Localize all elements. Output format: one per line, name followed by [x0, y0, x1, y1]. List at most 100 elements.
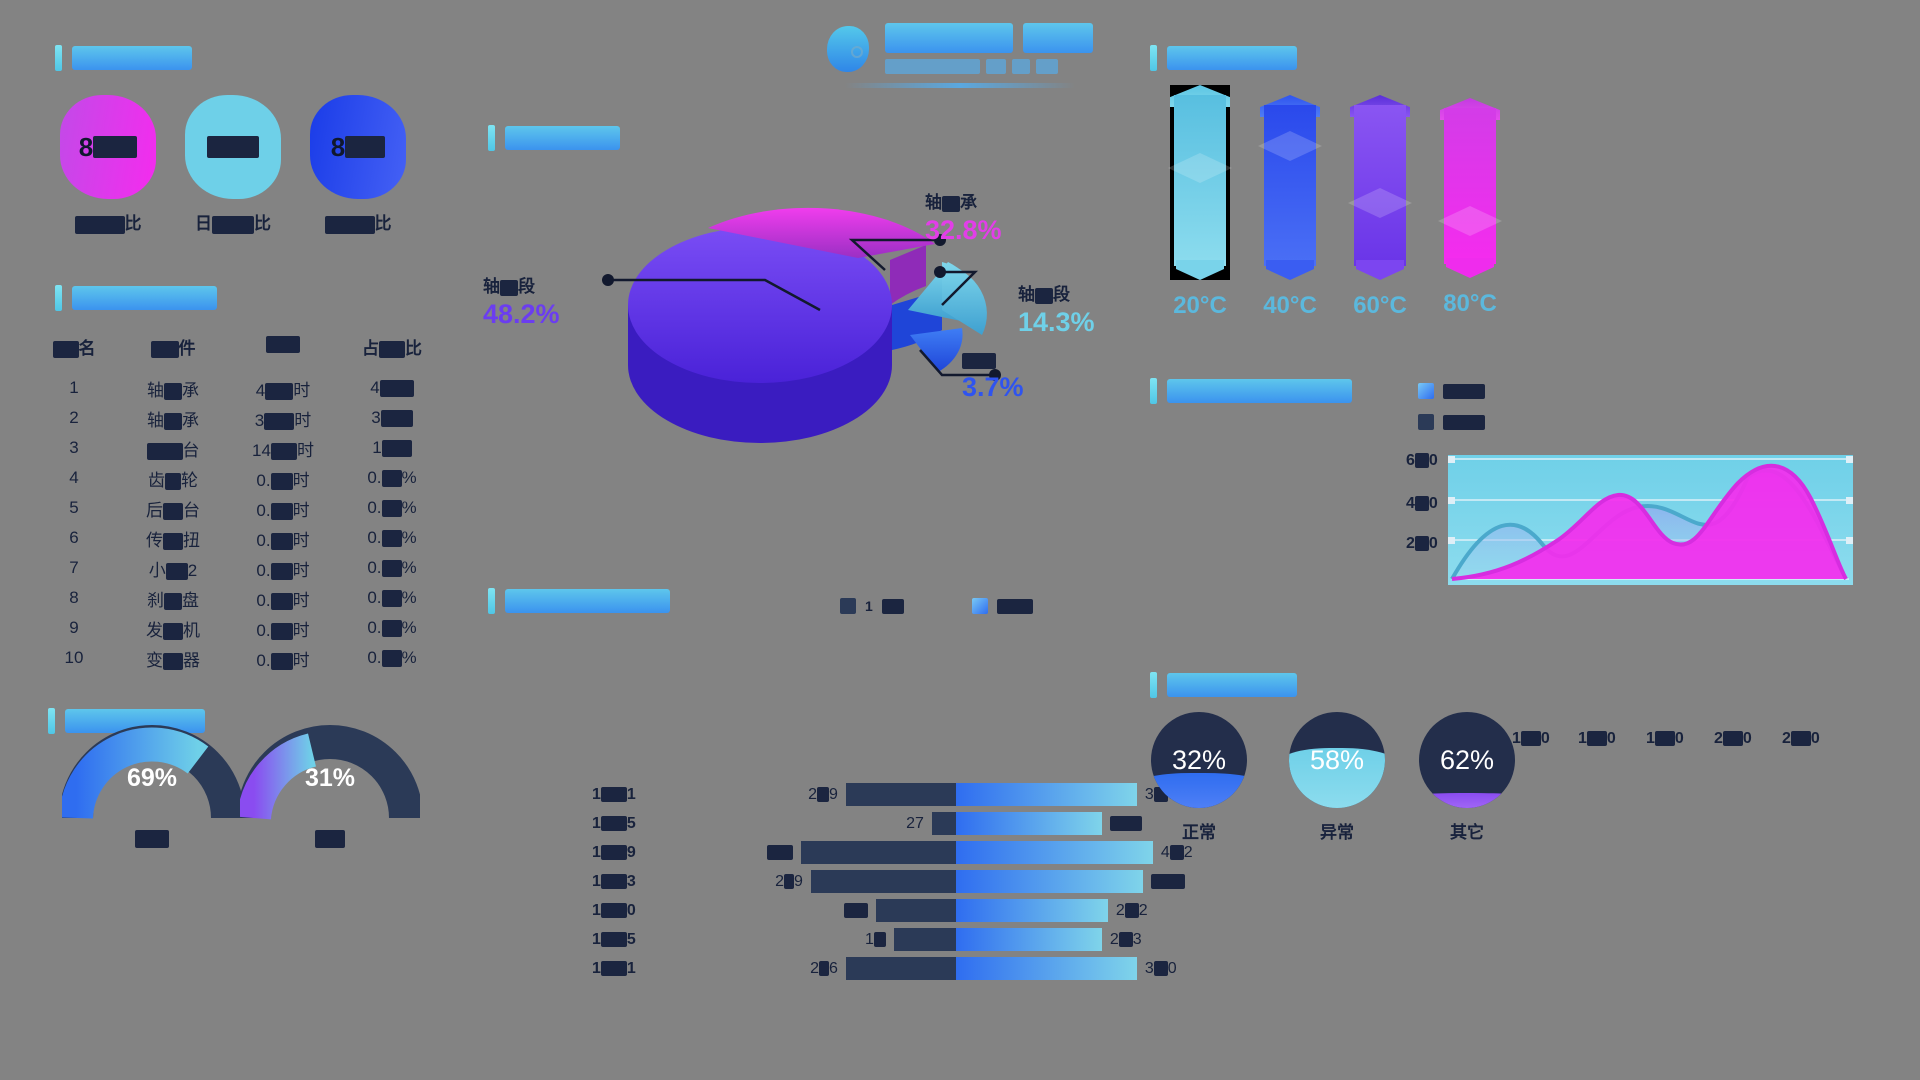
arc-gauge-2[interactable]: 31% [237, 718, 423, 848]
table-cell-ratio: 1 [338, 438, 446, 458]
table-cell-duration: 0. 时 [256, 620, 310, 640]
section-title-trend [1150, 378, 1352, 404]
liquid-circle-3-value: 62% [1439, 744, 1495, 775]
table-cell-rank: 7 [69, 558, 79, 577]
liquid-circle-1-fill [1151, 773, 1247, 808]
temperature-bar-2-label: 40°C [1263, 292, 1317, 319]
table-cell-ratio: 0.% [367, 468, 417, 488]
table-row[interactable]: 4 齿轮 0. 时 0.% [30, 463, 450, 493]
table-cell-part: 变器 [146, 650, 200, 670]
table-row[interactable]: 9 发机 0. 时 0.% [30, 613, 450, 643]
trend-legend-item-2[interactable] [1418, 414, 1485, 430]
table-row[interactable]: 8 刹盘 0. 时 0.% [30, 583, 450, 613]
table-cell-rank: 10 [64, 648, 84, 667]
liquid-circle-3-ball: 62% [1419, 712, 1515, 808]
column-header-duration [228, 334, 338, 359]
pie-label-1: 轴段 48.2% [483, 272, 560, 330]
dashboard-header [0, 22, 1920, 88]
temperature-bar-4[interactable]: 80°C [1435, 98, 1505, 318]
table-row[interactable]: 5 后台 0. 时 0.% [30, 493, 450, 523]
temperature-bar-1[interactable]: 20°C [1165, 85, 1235, 320]
arc-gauge-1-value: 69% [126, 764, 178, 792]
trend-area-chart[interactable] [1448, 455, 1853, 585]
temperature-bar-3[interactable]: 60°C [1345, 95, 1415, 320]
trend-legend-swatch-1 [1418, 383, 1434, 399]
pie-label-3-value: 14.3% [1018, 307, 1095, 337]
pie-label-4-name [962, 350, 1024, 370]
section-title-compare [488, 588, 670, 614]
compare-legend-swatch-2 [972, 598, 988, 614]
kpi-card-2[interactable]: 日比 [185, 95, 281, 234]
tornado-left-bar [845, 783, 956, 806]
section-title-temperature [1150, 45, 1297, 71]
table-cell-duration: 0. 时 [256, 530, 310, 550]
section-accent-bar [55, 45, 62, 71]
compare-legend-label-2 [997, 598, 1033, 614]
compare-legend-item-1[interactable]: 1 [840, 598, 904, 614]
compare-tornado-chart[interactable]: 112930152719421329102215123112630 [592, 780, 1292, 983]
section-ranking-label [72, 286, 217, 310]
table-cell-part: 台 [118, 436, 228, 461]
section-accent-bar [48, 708, 55, 734]
tornado-left-label: 27 [906, 814, 924, 832]
liquid-circle-2[interactable]: 58% 异常 [1262, 712, 1412, 843]
page-title-block-2 [1023, 23, 1093, 53]
table-row[interactable]: 3 台 14 时 1 [25, 433, 450, 463]
table-cell-part: 齿轮 [148, 470, 198, 490]
liquid-circle-1-ball: 32% [1151, 712, 1247, 808]
pie-label-1-name: 轴段 [483, 277, 535, 296]
liquid-circle-3[interactable]: 62% 其它 [1392, 712, 1542, 843]
section-monitor-label [505, 126, 620, 150]
temperature-bar-1-label: 20°C [1173, 292, 1227, 319]
ranking-table: 名 件 占比 1 轴承 4 时 4 2 轴承 3 时 3 3 台 14 时 1 4 齿轮 0. 时 0.% 5 后台 0. 时… [25, 330, 450, 673]
liquid-circle-2-label: 异常 [1320, 823, 1354, 842]
arc-gauge-1[interactable]: 69% [59, 718, 245, 848]
kpi-3-caption: 比 [310, 209, 406, 234]
compare-legend-swatch-1 [840, 598, 856, 614]
tornado-row[interactable]: 1 5 27 [592, 809, 1292, 838]
table-row[interactable]: 7 小 2 0. 时 0.% [30, 553, 450, 583]
kpi-card-1[interactable]: 8 比 [60, 95, 156, 234]
kpi-card-3[interactable]: 8 比 [310, 95, 406, 234]
table-row[interactable]: 10 变器 0. 时 0.% [30, 643, 450, 673]
area-chart-svg [1448, 455, 1853, 585]
table-cell-part: 刹盘 [147, 590, 199, 610]
table-cell-duration: 14 时 [252, 440, 314, 460]
pie-label-3-name: 轴段 [1018, 285, 1070, 304]
tornado-row-left: 27 [687, 812, 956, 835]
trend-legend-item-1[interactable] [1418, 383, 1485, 399]
fault-distribution-pie[interactable] [590, 200, 1150, 500]
table-cell-duration: 0. 时 [256, 470, 310, 490]
table-header-row: 名 件 占比 [30, 330, 450, 373]
tornado-left-bar [810, 870, 956, 893]
section-accent-bar [1150, 45, 1157, 71]
kpi-1-value: 8 [78, 131, 94, 162]
table-cell-part: 发机 [146, 620, 200, 640]
temperature-bar-2[interactable]: 40°C [1255, 95, 1325, 320]
tornado-left-bar [800, 841, 956, 864]
liquid-circle-1[interactable]: 32% 正常 [1124, 712, 1274, 843]
table-row[interactable]: 6 传扭 0. 时 0.% [30, 523, 450, 553]
compare-legend-item-2[interactable] [972, 598, 1033, 614]
droplet-logo-icon [827, 25, 869, 72]
arc-gauge-2-label [240, 830, 420, 848]
tornado-right-label [1150, 873, 1185, 891]
